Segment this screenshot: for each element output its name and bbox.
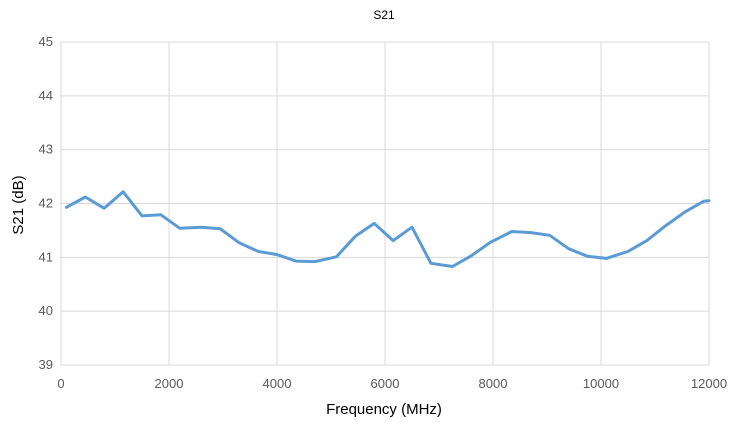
y-axis-title: S21 (dB) [10,175,27,234]
x-tick-label: 12000 [691,376,727,391]
gridlines [61,42,709,365]
series-layer [66,192,709,267]
y-tick-label: 44 [39,88,53,103]
y-tick-label: 45 [39,34,53,49]
x-axis-title: Frequency (MHz) [326,401,442,418]
x-tick-label: 2000 [155,376,184,391]
x-tick-label: 6000 [371,376,400,391]
y-tick-label: 43 [39,142,53,157]
chart-title: S21 [373,8,395,22]
y-tick-label: 42 [39,196,53,211]
x-tick-label: 10000 [583,376,619,391]
tick-labels: 39 40 41 42 43 44 45 0 2000 4000 6000 8000 10000 1200… [39,34,728,391]
series-line [66,192,709,267]
x-tick-label: 0 [57,376,64,391]
y-tick-label: 41 [39,249,53,264]
y-tick-label: 40 [39,303,53,318]
x-tick-label: 8000 [479,376,508,391]
x-tick-label: 4000 [263,376,292,391]
y-tick-label: 39 [39,357,53,372]
